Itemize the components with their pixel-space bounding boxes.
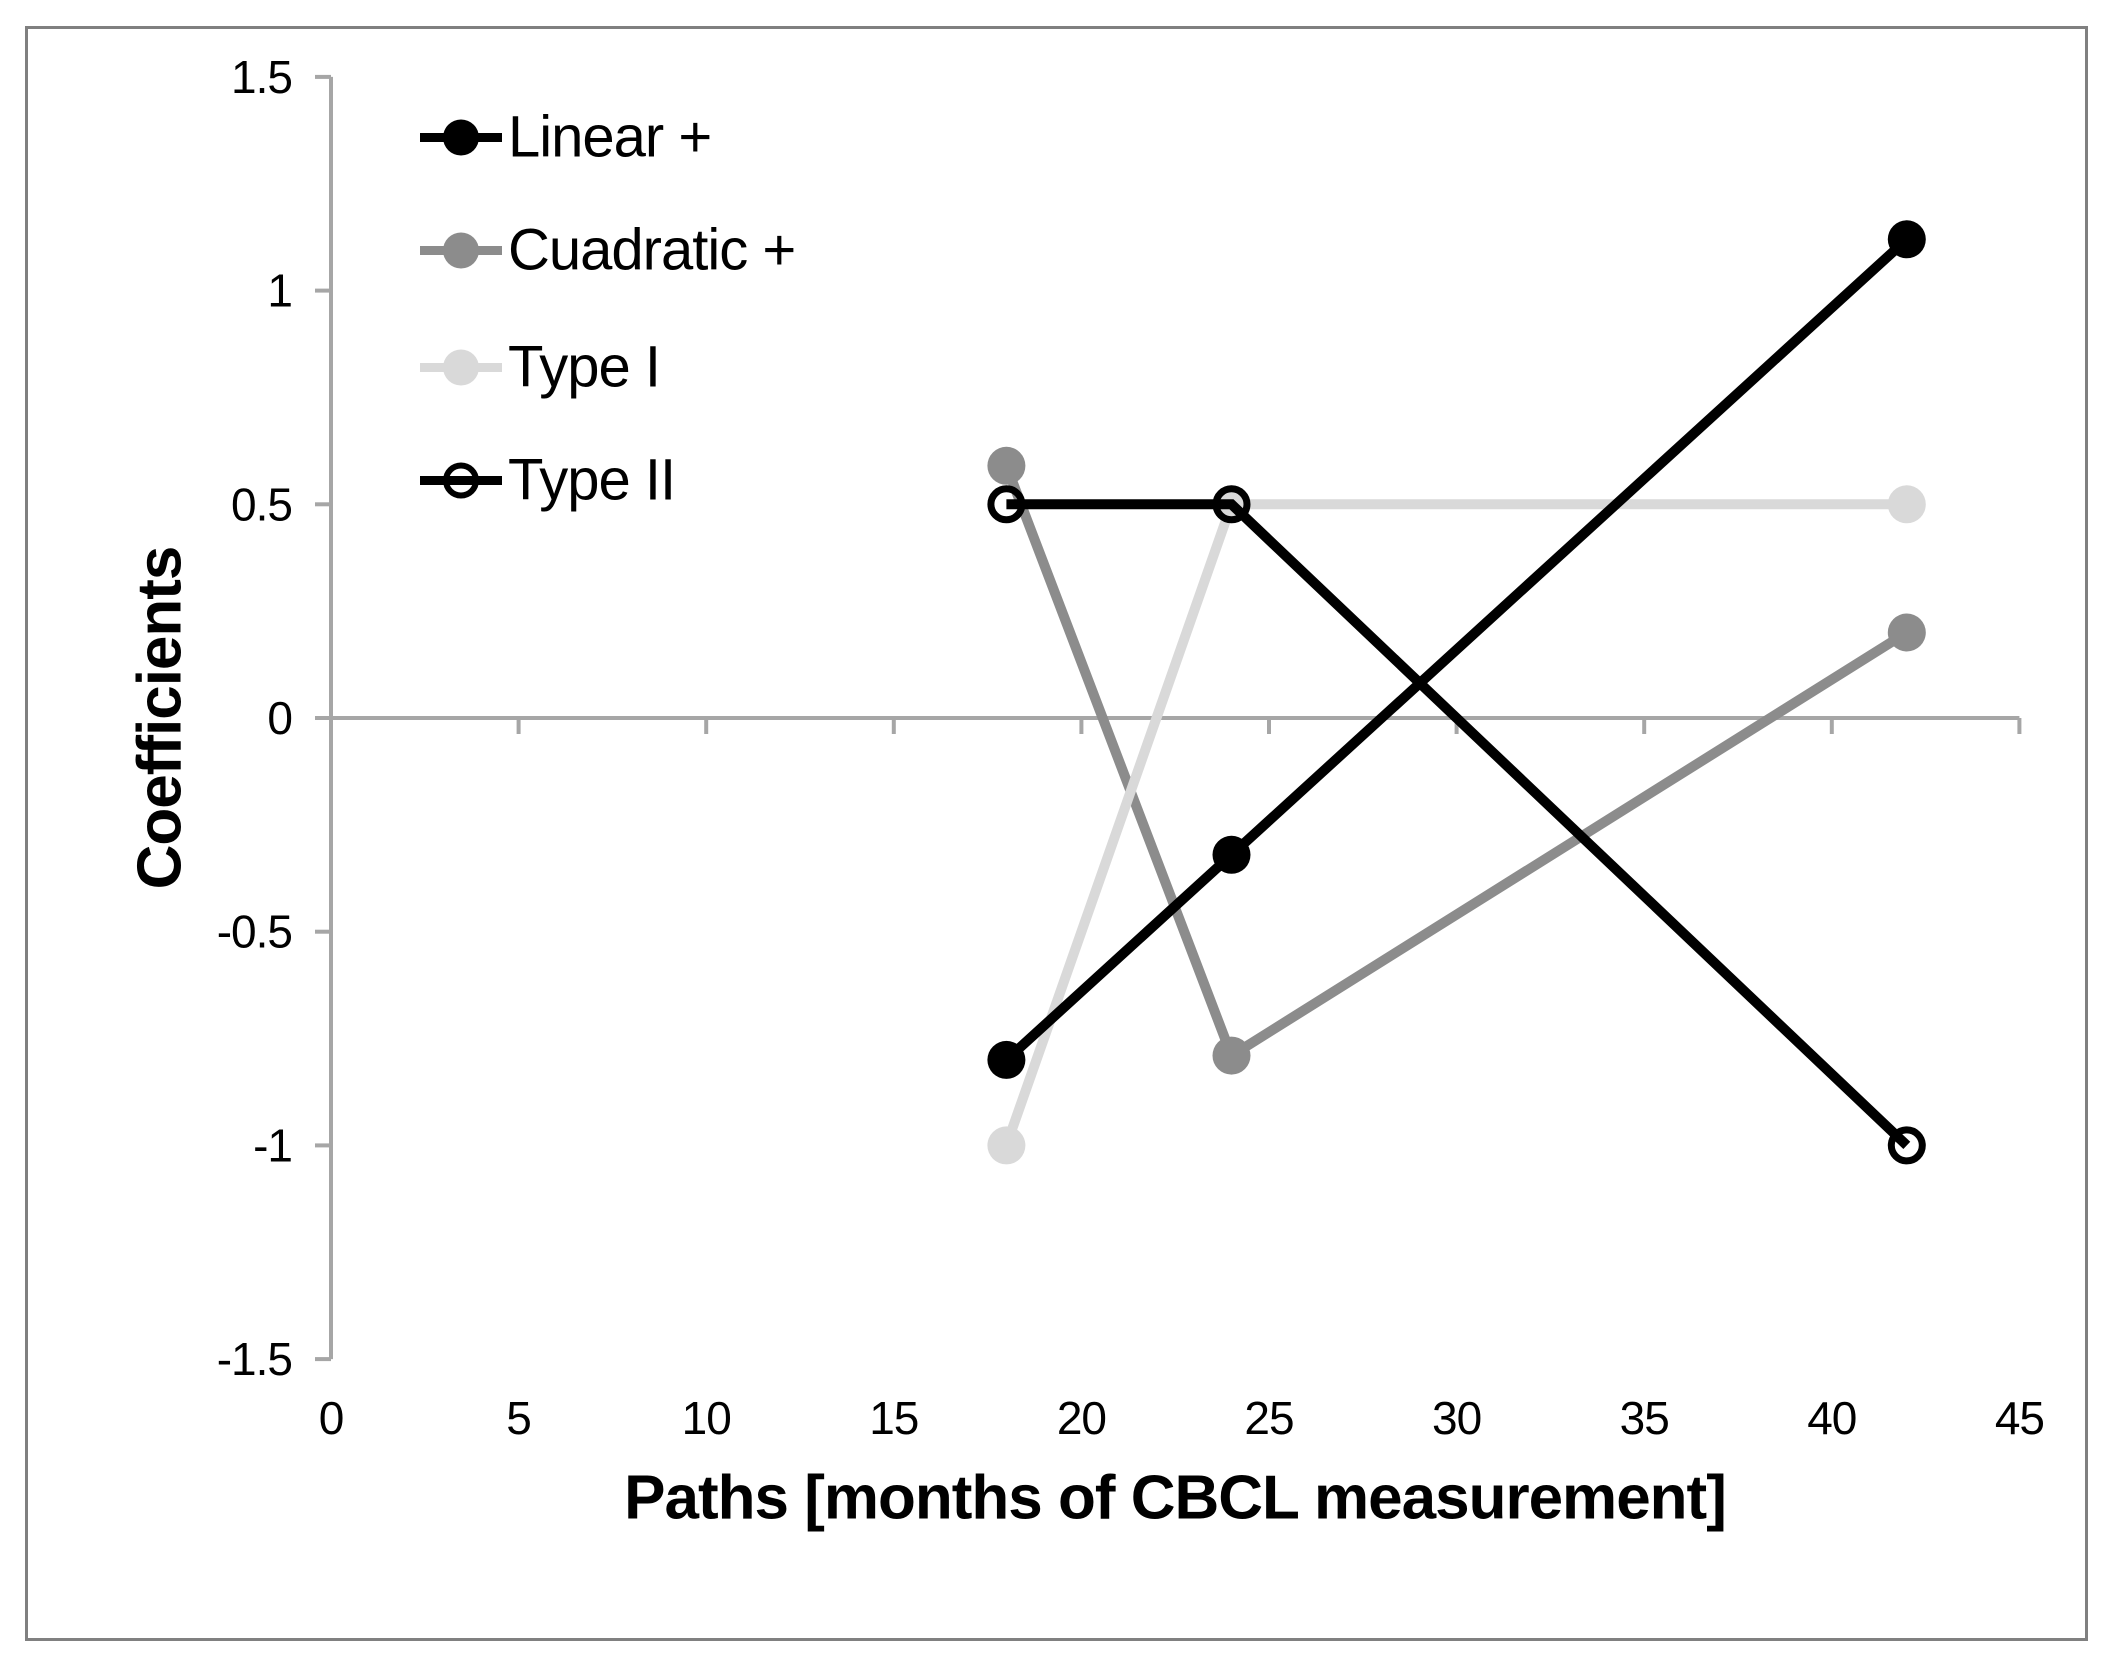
x-tick-label: 30 — [1432, 1392, 1481, 1444]
marker-linear — [987, 1040, 1026, 1079]
x-tick-label: 5 — [506, 1392, 531, 1444]
marker-type-ii — [987, 485, 1026, 524]
x-tick-label: 40 — [1807, 1392, 1856, 1444]
marker-type-ii — [1887, 1126, 1926, 1165]
y-tick-label: -0.5 — [217, 906, 292, 958]
series-line-linear — [1003, 235, 1911, 1064]
marker-cuadratic — [987, 446, 1026, 485]
y-tick-label: 0 — [267, 692, 292, 744]
axes — [315, 74, 2022, 1362]
x-tick-label: 25 — [1244, 1392, 1293, 1444]
y-tick-label: -1 — [253, 1119, 292, 1171]
y-tick-label: 0.5 — [231, 478, 292, 530]
tick-labels: 1.5 1 0.5 0 -0.5 -1 -1.5 0 5 10 15 20 25 30 35 40 45 — [217, 51, 2045, 1444]
y-axis-title: Coefficients — [125, 546, 195, 890]
marker-linear — [1212, 835, 1251, 874]
x-tick-label: 10 — [682, 1392, 731, 1444]
x-tick-label: 15 — [869, 1392, 918, 1444]
marker-type-i — [987, 1126, 1026, 1165]
x-tick-label: 0 — [319, 1392, 344, 1444]
series-line-type-ii — [1006, 499, 1911, 1150]
figure-border — [25, 26, 2088, 1641]
marker-type-ii — [1212, 485, 1251, 524]
x-axis-title: Paths [months of CBCL measurement] — [624, 1463, 1727, 1533]
marker-cuadratic — [1212, 1036, 1251, 1075]
x-tick-label: 35 — [1620, 1392, 1669, 1444]
marker-cuadratic — [1887, 613, 1926, 652]
marker-type-i — [1887, 485, 1926, 524]
series — [987, 220, 1926, 1165]
marker-linear — [1887, 220, 1926, 259]
x-tick-label: 20 — [1057, 1392, 1106, 1444]
y-tick-label: 1 — [267, 265, 292, 317]
y-tick-label: -1.5 — [217, 1333, 292, 1385]
x-tick-label: 45 — [1995, 1392, 2044, 1444]
y-tick-label: 1.5 — [231, 51, 292, 103]
